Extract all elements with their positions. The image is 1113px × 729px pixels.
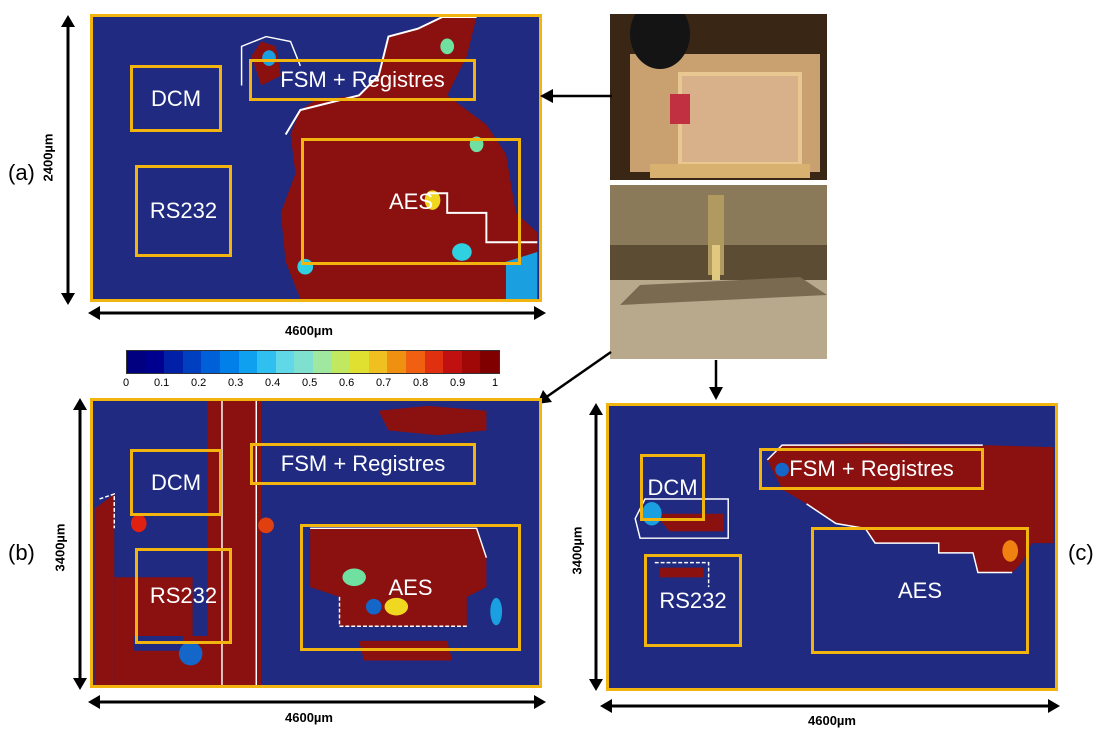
panel-c-region-dcm: DCM xyxy=(640,454,705,521)
panel-a-width-arrow xyxy=(88,305,546,321)
panel-b-region-fsm: FSM + Registres xyxy=(250,443,476,485)
panel-a-height-arrow xyxy=(58,15,78,305)
colorbar-tick: 0.4 xyxy=(265,377,281,389)
probe-photo-side xyxy=(610,185,827,359)
colorbar-tick: 0.3 xyxy=(228,377,244,389)
panel-b-label: (b) xyxy=(8,540,35,565)
colorbar-tick: 1 xyxy=(492,377,499,389)
arrow-to-panel-a xyxy=(540,88,612,104)
panel-a-region-fsm: FSM + Registres xyxy=(249,59,476,101)
colorbar-tick: 0.1 xyxy=(154,377,170,389)
panel-b-width-label: 4600µm xyxy=(285,710,333,725)
panel-c-width-arrow xyxy=(600,698,1060,714)
panel-b-height-arrow xyxy=(70,398,90,690)
panel-b-region-dcm: DCM xyxy=(130,449,222,516)
colorbar-tick: 0.9 xyxy=(450,377,466,389)
panel-a-height-label: 2400µm xyxy=(40,133,56,182)
colorbar xyxy=(126,350,500,374)
panel-a-width-label: 4600µm xyxy=(285,323,333,338)
panel-c-region-rs232: RS232 xyxy=(644,554,742,647)
panel-c-label: (c) xyxy=(1068,540,1094,565)
panel-b-region-aes: AES xyxy=(300,524,521,651)
panel-a-region-aes: AES xyxy=(301,138,521,265)
panel-a-label: (a) xyxy=(8,160,35,185)
colorbar-tick: 0.8 xyxy=(413,377,429,389)
panel-c-height-label: 3400µm xyxy=(569,526,585,575)
colorbar-tick: 0.6 xyxy=(339,377,355,389)
arrow-to-panel-c xyxy=(708,360,724,400)
panel-b-map: DCM FSM + Registres RS232 AES xyxy=(90,398,542,688)
panel-a-map: DCM FSM + Registres RS232 AES xyxy=(90,14,542,302)
panel-a-region-rs232: RS232 xyxy=(135,165,232,257)
panel-b-height-label: 3400µm xyxy=(52,523,68,572)
panel-c-map: DCM FSM + Registres RS232 AES xyxy=(606,403,1058,691)
colorbar-tick: 0.7 xyxy=(376,377,392,389)
panel-c-width-label: 4600µm xyxy=(808,713,856,728)
panel-a-region-dcm: DCM xyxy=(130,65,222,132)
panel-b-width-arrow xyxy=(88,694,546,710)
panel-b-region-rs232: RS232 xyxy=(135,548,232,644)
probe-photo-top xyxy=(610,14,827,180)
arrow-to-panel-b xyxy=(535,350,615,405)
panel-b-heatmap xyxy=(94,401,503,685)
colorbar-tick: 0 xyxy=(123,377,130,389)
colorbar-tick: 0.2 xyxy=(191,377,207,389)
panel-c-region-aes: AES xyxy=(811,527,1029,654)
panel-c-region-fsm: FSM + Registres xyxy=(759,448,984,490)
colorbar-tick: 0.5 xyxy=(302,377,318,389)
panel-c-height-arrow xyxy=(586,403,606,691)
